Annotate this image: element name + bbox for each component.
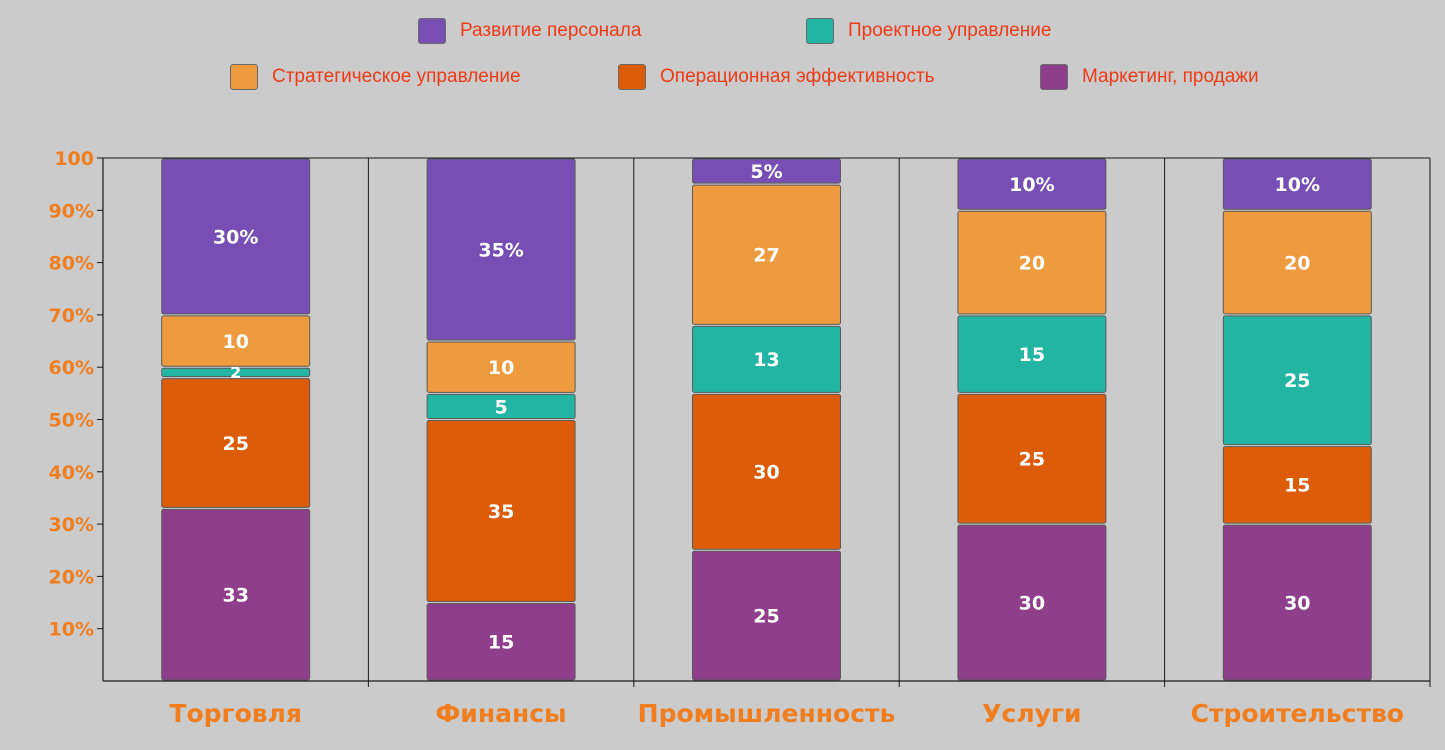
legend-swatch	[230, 64, 258, 90]
legend-swatch	[418, 18, 446, 44]
data-label: 25	[1284, 370, 1310, 392]
y-tick-label: 10%	[49, 619, 94, 641]
y-tick-label: 50%	[49, 410, 94, 432]
data-label: 10	[222, 331, 248, 353]
legend-swatch	[806, 18, 834, 44]
data-label: 10%	[1275, 174, 1320, 196]
legend-swatch	[1040, 64, 1068, 90]
legend-label: Маркетинг, продажи	[1082, 66, 1259, 87]
data-label: 25	[1019, 449, 1045, 471]
data-label: 10%	[1009, 174, 1054, 196]
bar-segment	[426, 158, 576, 341]
bar-segment	[1222, 158, 1372, 210]
bar-segment	[957, 315, 1107, 393]
bar-segment	[692, 550, 841, 681]
legend-item: Маркетинг, продажи	[1040, 64, 1259, 90]
data-label: 30	[1019, 592, 1045, 614]
bar-segment	[426, 420, 576, 603]
data-label: 5	[494, 396, 507, 418]
bar-segment	[957, 158, 1107, 210]
data-label: 33	[222, 585, 248, 607]
bar-segment	[426, 603, 576, 681]
x-tick-label: Финансы	[436, 699, 567, 728]
data-label: 30%	[213, 226, 258, 248]
y-tick-label: 90%	[49, 200, 94, 222]
y-tick-label: 80%	[49, 253, 94, 275]
data-label: 15	[488, 632, 514, 654]
bar-segment	[161, 315, 311, 367]
data-label: 20	[1019, 252, 1045, 274]
data-label: 30	[753, 462, 779, 484]
legend-swatch	[618, 64, 646, 90]
bar-segment	[1222, 446, 1372, 524]
bar-segment	[1222, 315, 1372, 446]
bar-segment	[692, 184, 841, 325]
y-tick-label: 20%	[49, 566, 94, 588]
data-label: 15	[1284, 475, 1310, 497]
legend-item: Проектное управление	[806, 18, 1051, 44]
legend-label: Проектное управление	[848, 20, 1052, 41]
bar-segment	[161, 378, 311, 508]
bar-segment	[957, 524, 1107, 681]
data-label: 25	[753, 605, 779, 627]
y-tick-label: 70%	[49, 305, 94, 327]
legend-item: Операционная эффективность	[618, 64, 935, 90]
bar-segment	[426, 341, 576, 393]
bar-segment	[161, 367, 311, 378]
x-tick-label: Промышленность	[638, 699, 896, 728]
bar-segment	[692, 325, 841, 393]
data-label: 35	[488, 501, 514, 523]
legend-item: Стратегическое управление	[230, 64, 521, 90]
bar-segment	[1222, 524, 1372, 681]
bar-segment	[692, 158, 841, 184]
bar-segment	[1222, 210, 1372, 315]
x-tick-label: Услуги	[982, 699, 1081, 728]
bar-segment	[161, 158, 311, 315]
bar-segment	[957, 210, 1107, 315]
y-tick-label: 100	[54, 148, 94, 170]
x-tick-label: Торговля	[169, 699, 302, 728]
data-label: 25	[222, 433, 248, 455]
chart-legend: Развитие персонала Проектное управление Ст…	[0, 0, 1445, 110]
bar-segment	[692, 393, 841, 550]
data-label: 15	[1019, 344, 1045, 366]
legend-label: Стратегическое управление	[272, 66, 521, 87]
data-label: 13	[753, 349, 779, 371]
data-label: 10	[488, 357, 514, 379]
data-label: 20	[1284, 252, 1310, 274]
legend-label: Операционная эффективность	[660, 66, 935, 87]
data-label: 35%	[478, 239, 523, 261]
data-label: 5%	[750, 161, 782, 183]
y-tick-label: 30%	[49, 514, 94, 536]
data-label: 2	[230, 363, 241, 382]
data-label: 30	[1284, 592, 1310, 614]
y-tick-label: 40%	[49, 462, 94, 484]
legend-label: Развитие персонала	[460, 20, 642, 41]
bar-segment	[161, 508, 311, 681]
bar-segment	[426, 393, 576, 420]
legend-item: Развитие персонала	[418, 18, 641, 44]
data-label: 27	[753, 245, 779, 267]
y-tick-label: 60%	[49, 357, 94, 379]
bar-segment	[957, 393, 1107, 524]
x-tick-label: Строительство	[1191, 699, 1404, 728]
